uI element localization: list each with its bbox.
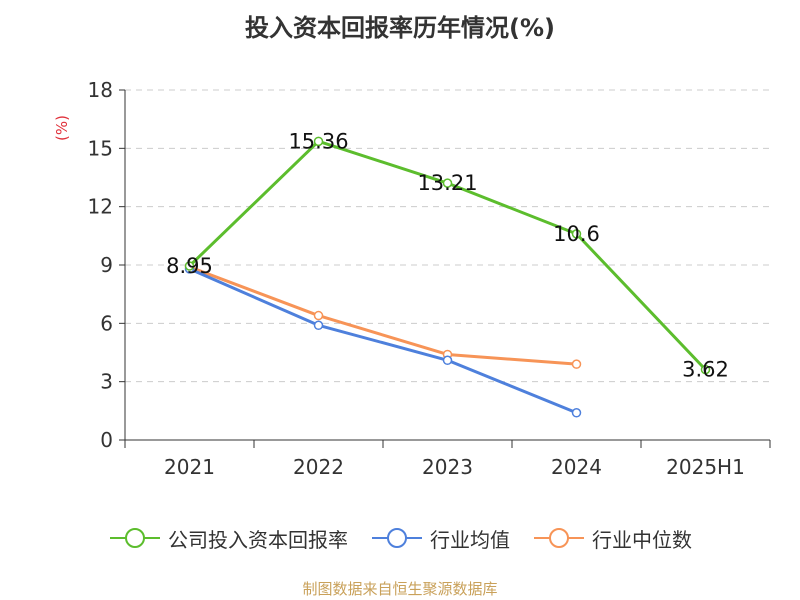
x-tick-label: 2021: [164, 455, 215, 479]
y-tick-label: 0: [100, 428, 113, 452]
legend-marker: [549, 528, 569, 548]
y-tick-label: 9: [100, 253, 113, 277]
x-tick-label: 2022: [293, 455, 344, 479]
legend-item: 行业中位数: [532, 524, 692, 553]
data-point: [313, 320, 324, 331]
data-point: [571, 359, 582, 369]
grid-lines: [125, 89, 770, 383]
y-tick-label: 15: [88, 136, 113, 160]
x-tick-label: 2024: [551, 455, 602, 479]
y-tick-label: 18: [88, 78, 113, 102]
data-label: 15.36: [288, 129, 348, 153]
series-line: [188, 265, 577, 366]
data-point: [442, 178, 453, 188]
legend-label: 行业均值: [430, 527, 510, 552]
y-tick-label: 6: [100, 311, 113, 335]
data-point: [571, 408, 582, 418]
data-label: 10.6: [553, 222, 600, 246]
legend-swatch: [110, 528, 160, 548]
data-point: [184, 261, 195, 271]
legend-item: 公司投入资本回报率: [108, 524, 348, 553]
data-label: 13.21: [417, 171, 477, 195]
x-tick-label: 2023: [422, 455, 473, 479]
legend-marker: [387, 528, 407, 548]
x-tick-label: 2025H1: [666, 455, 745, 479]
data-label: 8.95: [166, 254, 213, 278]
series-line: [188, 267, 578, 415]
data-point: [313, 136, 324, 147]
data-point: [700, 364, 711, 375]
legend-swatch: [534, 528, 584, 548]
y-tick-label: 12: [88, 195, 113, 219]
legend-marker: [125, 528, 145, 548]
axes: 0 3 6 9 12 15 18 (%) 2021 2022 2023 2024 2025H1: [53, 78, 771, 479]
data-point: [571, 229, 582, 239]
data-label: 3.62: [682, 358, 729, 382]
legend-item: 行业均值: [370, 524, 510, 553]
legend-label: 行业中位数: [592, 527, 692, 552]
y-axis-label: (%): [53, 115, 71, 141]
legend-swatch: [372, 528, 422, 548]
chart-title: 投入资本回报率历年情况(%): [245, 14, 555, 42]
source-note: 制图数据来自恒生聚源数据库: [302, 580, 498, 598]
series-lines: [184, 136, 711, 418]
data-labels: 8.95 15.36 13.21 10.6 3.62: [166, 129, 729, 381]
data-point: [313, 310, 324, 321]
legend-label: 公司投入资本回报率: [168, 527, 348, 552]
legend: 公司投入资本回报率 行业均值 行业中位数: [0, 520, 800, 556]
data-point: [442, 355, 453, 366]
y-tick-label: 3: [100, 370, 113, 394]
